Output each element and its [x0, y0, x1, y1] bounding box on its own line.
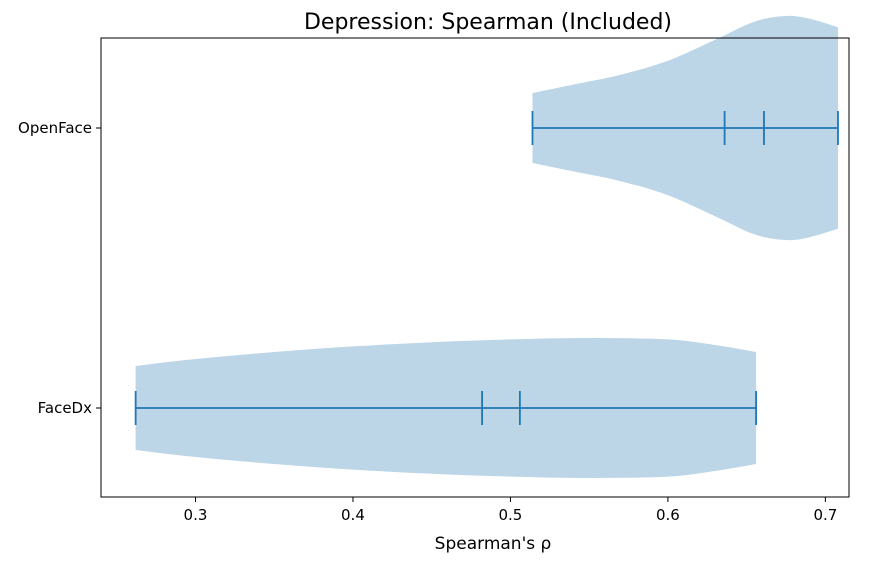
x-tick-label: 0.7: [813, 506, 837, 524]
plot-frame: [100, 37, 850, 498]
x-tick-label: 0.4: [341, 506, 365, 524]
y-tick-label-facedx: FaceDx: [38, 399, 92, 417]
y-tick-label-openface: OpenFace: [18, 119, 92, 137]
chart-title: Depression: Spearman (Included): [304, 10, 672, 35]
y-axis: OpenFace FaceDx: [18, 119, 101, 417]
x-axis-label: Spearman's ρ: [435, 534, 552, 554]
plot-area: [134, 15, 839, 478]
x-tick-label: 0.5: [499, 506, 523, 524]
x-axis: 0.3 0.4 0.5 0.6 0.7: [184, 497, 837, 524]
x-tick-label: 0.3: [184, 506, 208, 524]
x-tick-label: 0.6: [656, 506, 680, 524]
